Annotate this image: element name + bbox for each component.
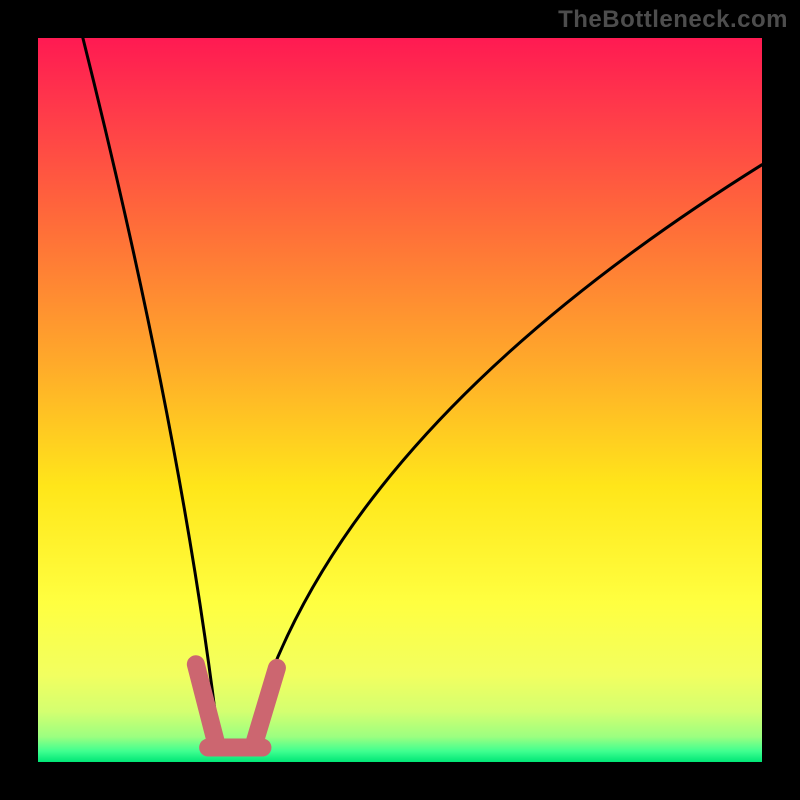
curve-path xyxy=(83,38,219,744)
curve-line xyxy=(255,668,277,740)
watermark-text: TheBottleneck.com xyxy=(558,6,788,34)
curve-layer xyxy=(0,0,800,800)
curve-path xyxy=(248,165,762,744)
chart-frame: TheBottleneck.com xyxy=(0,0,800,800)
curve-line xyxy=(196,664,216,740)
